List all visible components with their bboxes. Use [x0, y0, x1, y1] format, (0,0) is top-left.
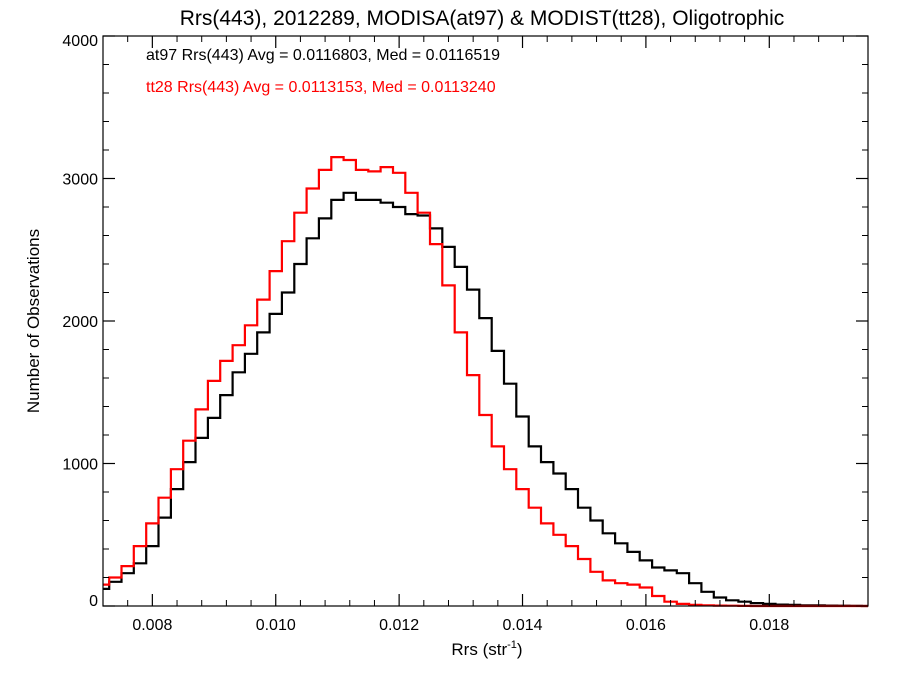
y-axis: 0 1000 2000 3000 4000	[62, 33, 868, 610]
x-axis-label-superscript: -1	[507, 639, 517, 651]
x-tick-label: 0.008	[132, 617, 172, 634]
x-axis-label-text: Rrs (str	[451, 640, 507, 659]
x-axis-label-suffix: )	[517, 640, 523, 659]
annotation-at97-stats: at97 Rrs(443) Avg = 0.0116803, Med = 0.0…	[146, 47, 500, 64]
x-tick-label: 0.018	[749, 617, 789, 634]
x-tick-label: 0.012	[379, 617, 419, 634]
x-tick-label: 0.016	[626, 617, 666, 634]
x-axis-label: Rrs (str-1)	[451, 639, 522, 659]
chart-title: Rrs(443), 2012289, MODISA(at97) & MODIST…	[180, 7, 785, 30]
series-line-at97	[103, 191, 868, 608]
x-tick-label: 0.014	[502, 617, 542, 634]
y-tick-label: 3000	[62, 172, 98, 189]
y-tick-label: 0	[89, 593, 98, 610]
x-tick-label: 0.010	[256, 617, 296, 634]
y-tick-label: 1000	[62, 457, 98, 474]
y-axis-label: Number of Observations	[24, 229, 43, 413]
plot-frame	[102, 35, 869, 607]
plot-series	[103, 156, 868, 608]
y-tick-label: 4000	[62, 33, 98, 50]
annotation-tt28-stats: tt28 Rrs(443) Avg = 0.0113153, Med = 0.0…	[146, 79, 496, 96]
y-tick-label: 2000	[62, 314, 98, 331]
x-axis: 0.008 0.010 0.012 0.014 0.016 0.018	[102, 36, 869, 634]
series-line-tt28	[103, 156, 868, 608]
